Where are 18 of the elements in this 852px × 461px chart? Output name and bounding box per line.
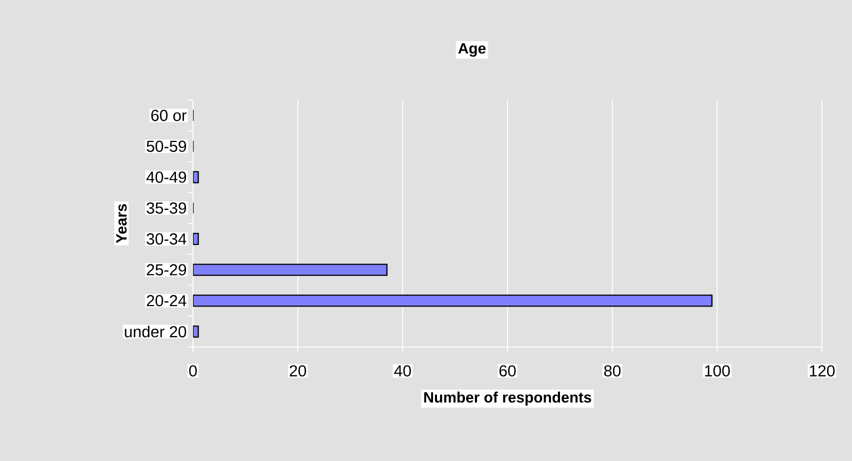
- y-tick-label: 40-49: [146, 172, 186, 183]
- y-tick-label: 35-39: [146, 202, 186, 214]
- y-tick-label: 25-29: [146, 264, 186, 276]
- x-tick-label: 0: [189, 365, 197, 376]
- x-tick-label: 80: [604, 365, 621, 376]
- x-tick-label: 120: [810, 365, 835, 376]
- y-tick-label: 30-34: [146, 233, 186, 245]
- x-tick-label: 20: [290, 365, 306, 376]
- y-tick-label: under 20: [124, 326, 186, 338]
- y-axis-title: Years: [116, 204, 127, 244]
- y-tick-label: 20-24: [146, 295, 186, 306]
- x-tick-label: 40: [394, 365, 411, 376]
- y-tick-label: 50-59: [146, 140, 186, 152]
- chart-title: Age: [458, 43, 486, 57]
- x-tick-label: 100: [705, 365, 730, 376]
- x-axis-title: Number of respondents: [424, 392, 592, 406]
- y-tick-label: 60 or: [151, 110, 187, 122]
- x-tick-label: 60: [499, 365, 516, 376]
